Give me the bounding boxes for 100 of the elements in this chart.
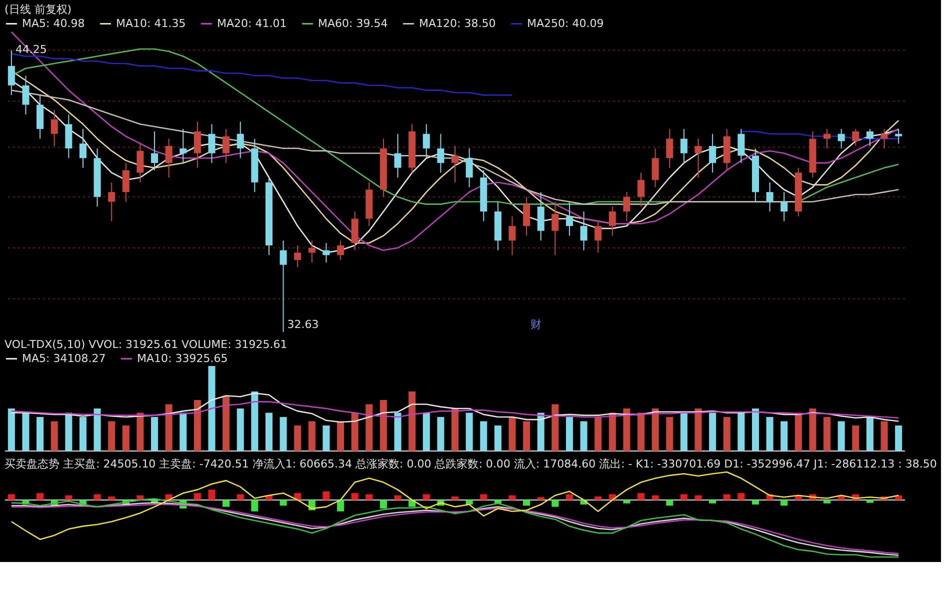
bar	[50, 421, 58, 451]
bar	[480, 494, 488, 500]
candlestick	[623, 192, 630, 222]
bar	[322, 491, 330, 500]
bar	[36, 493, 44, 500]
candlestick	[880, 128, 888, 149]
bar	[194, 400, 201, 451]
bar	[180, 412, 187, 451]
candlestick	[22, 75, 30, 115]
bar	[523, 421, 530, 451]
bar	[251, 392, 258, 451]
bar	[165, 404, 172, 451]
bar	[709, 412, 716, 451]
bar	[809, 408, 816, 451]
bar	[265, 412, 272, 451]
bar	[652, 495, 659, 500]
bar	[794, 412, 802, 451]
bar	[466, 412, 473, 451]
bar	[79, 417, 86, 451]
bar	[694, 408, 702, 451]
bar	[222, 500, 230, 507]
bar	[294, 493, 302, 500]
bar	[752, 500, 759, 505]
candlestick	[308, 240, 316, 263]
bar	[866, 417, 874, 451]
candlestick	[451, 145, 459, 183]
candlestick	[294, 244, 302, 268]
candlestick	[108, 182, 116, 222]
candlestick	[79, 128, 86, 168]
bar	[280, 417, 287, 451]
bar	[866, 500, 874, 503]
candlestick	[466, 148, 473, 188]
candlestick	[165, 138, 172, 178]
candlestick	[738, 128, 745, 164]
annotation: 32.63	[287, 318, 319, 331]
bar	[566, 494, 573, 500]
bar	[65, 412, 72, 451]
bar	[638, 412, 645, 451]
bar	[694, 495, 702, 500]
bar	[280, 500, 287, 506]
bar	[208, 490, 216, 500]
bar	[537, 412, 544, 451]
candlestick	[594, 220, 602, 254]
chart-title: VOL-TDX(5,10) VVOL: 31925.61 VOLUME: 31925.61	[4, 338, 288, 351]
bar	[8, 494, 15, 500]
bar	[666, 417, 674, 451]
legend-label: MA10: 41.35	[116, 16, 186, 30]
bar	[638, 493, 645, 500]
bar	[508, 417, 516, 451]
bar	[94, 494, 101, 500]
candlestick	[394, 133, 402, 178]
bar	[723, 494, 730, 500]
bar	[652, 408, 659, 451]
bar	[838, 421, 845, 451]
candlestick	[895, 128, 902, 144]
candlestick	[666, 128, 674, 168]
bar	[552, 500, 559, 507]
bar	[208, 366, 216, 451]
candlestick	[280, 240, 287, 332]
legend-label: MA5: 40.98	[22, 16, 85, 30]
candlestick	[824, 128, 831, 149]
bar	[108, 496, 116, 500]
bar	[408, 392, 416, 451]
candlestick	[608, 206, 616, 236]
bar	[337, 421, 344, 451]
bar	[766, 417, 774, 451]
bar	[623, 408, 630, 451]
bar	[723, 417, 730, 451]
bar	[608, 412, 616, 451]
chart-title: (日线 前复权)	[4, 3, 72, 16]
candlestick	[180, 128, 187, 164]
candlestick	[322, 242, 330, 263]
legend-label: MA5: 34108.27	[22, 352, 106, 365]
bar	[222, 396, 230, 451]
bar	[294, 426, 302, 451]
bar	[780, 500, 788, 506]
bar	[351, 493, 358, 500]
bar	[366, 404, 373, 451]
bar	[236, 408, 244, 451]
bar	[22, 412, 30, 451]
candlestick	[694, 138, 702, 178]
candlestick	[222, 128, 230, 164]
bar	[366, 494, 373, 500]
candlestick	[580, 210, 588, 251]
bar	[422, 412, 430, 451]
bar	[680, 494, 688, 500]
bar	[537, 497, 544, 500]
candlestick	[566, 201, 573, 236]
candlestick	[437, 133, 444, 174]
bar	[94, 408, 101, 451]
bar	[594, 496, 602, 500]
bar	[824, 417, 831, 451]
candlestick	[766, 182, 774, 212]
bar	[251, 500, 258, 512]
bar	[451, 496, 459, 500]
bar	[594, 417, 602, 451]
bar	[151, 417, 158, 451]
bar	[451, 408, 459, 451]
candlestick	[50, 109, 58, 146]
legend-label: MA120: 38.50	[419, 16, 496, 30]
